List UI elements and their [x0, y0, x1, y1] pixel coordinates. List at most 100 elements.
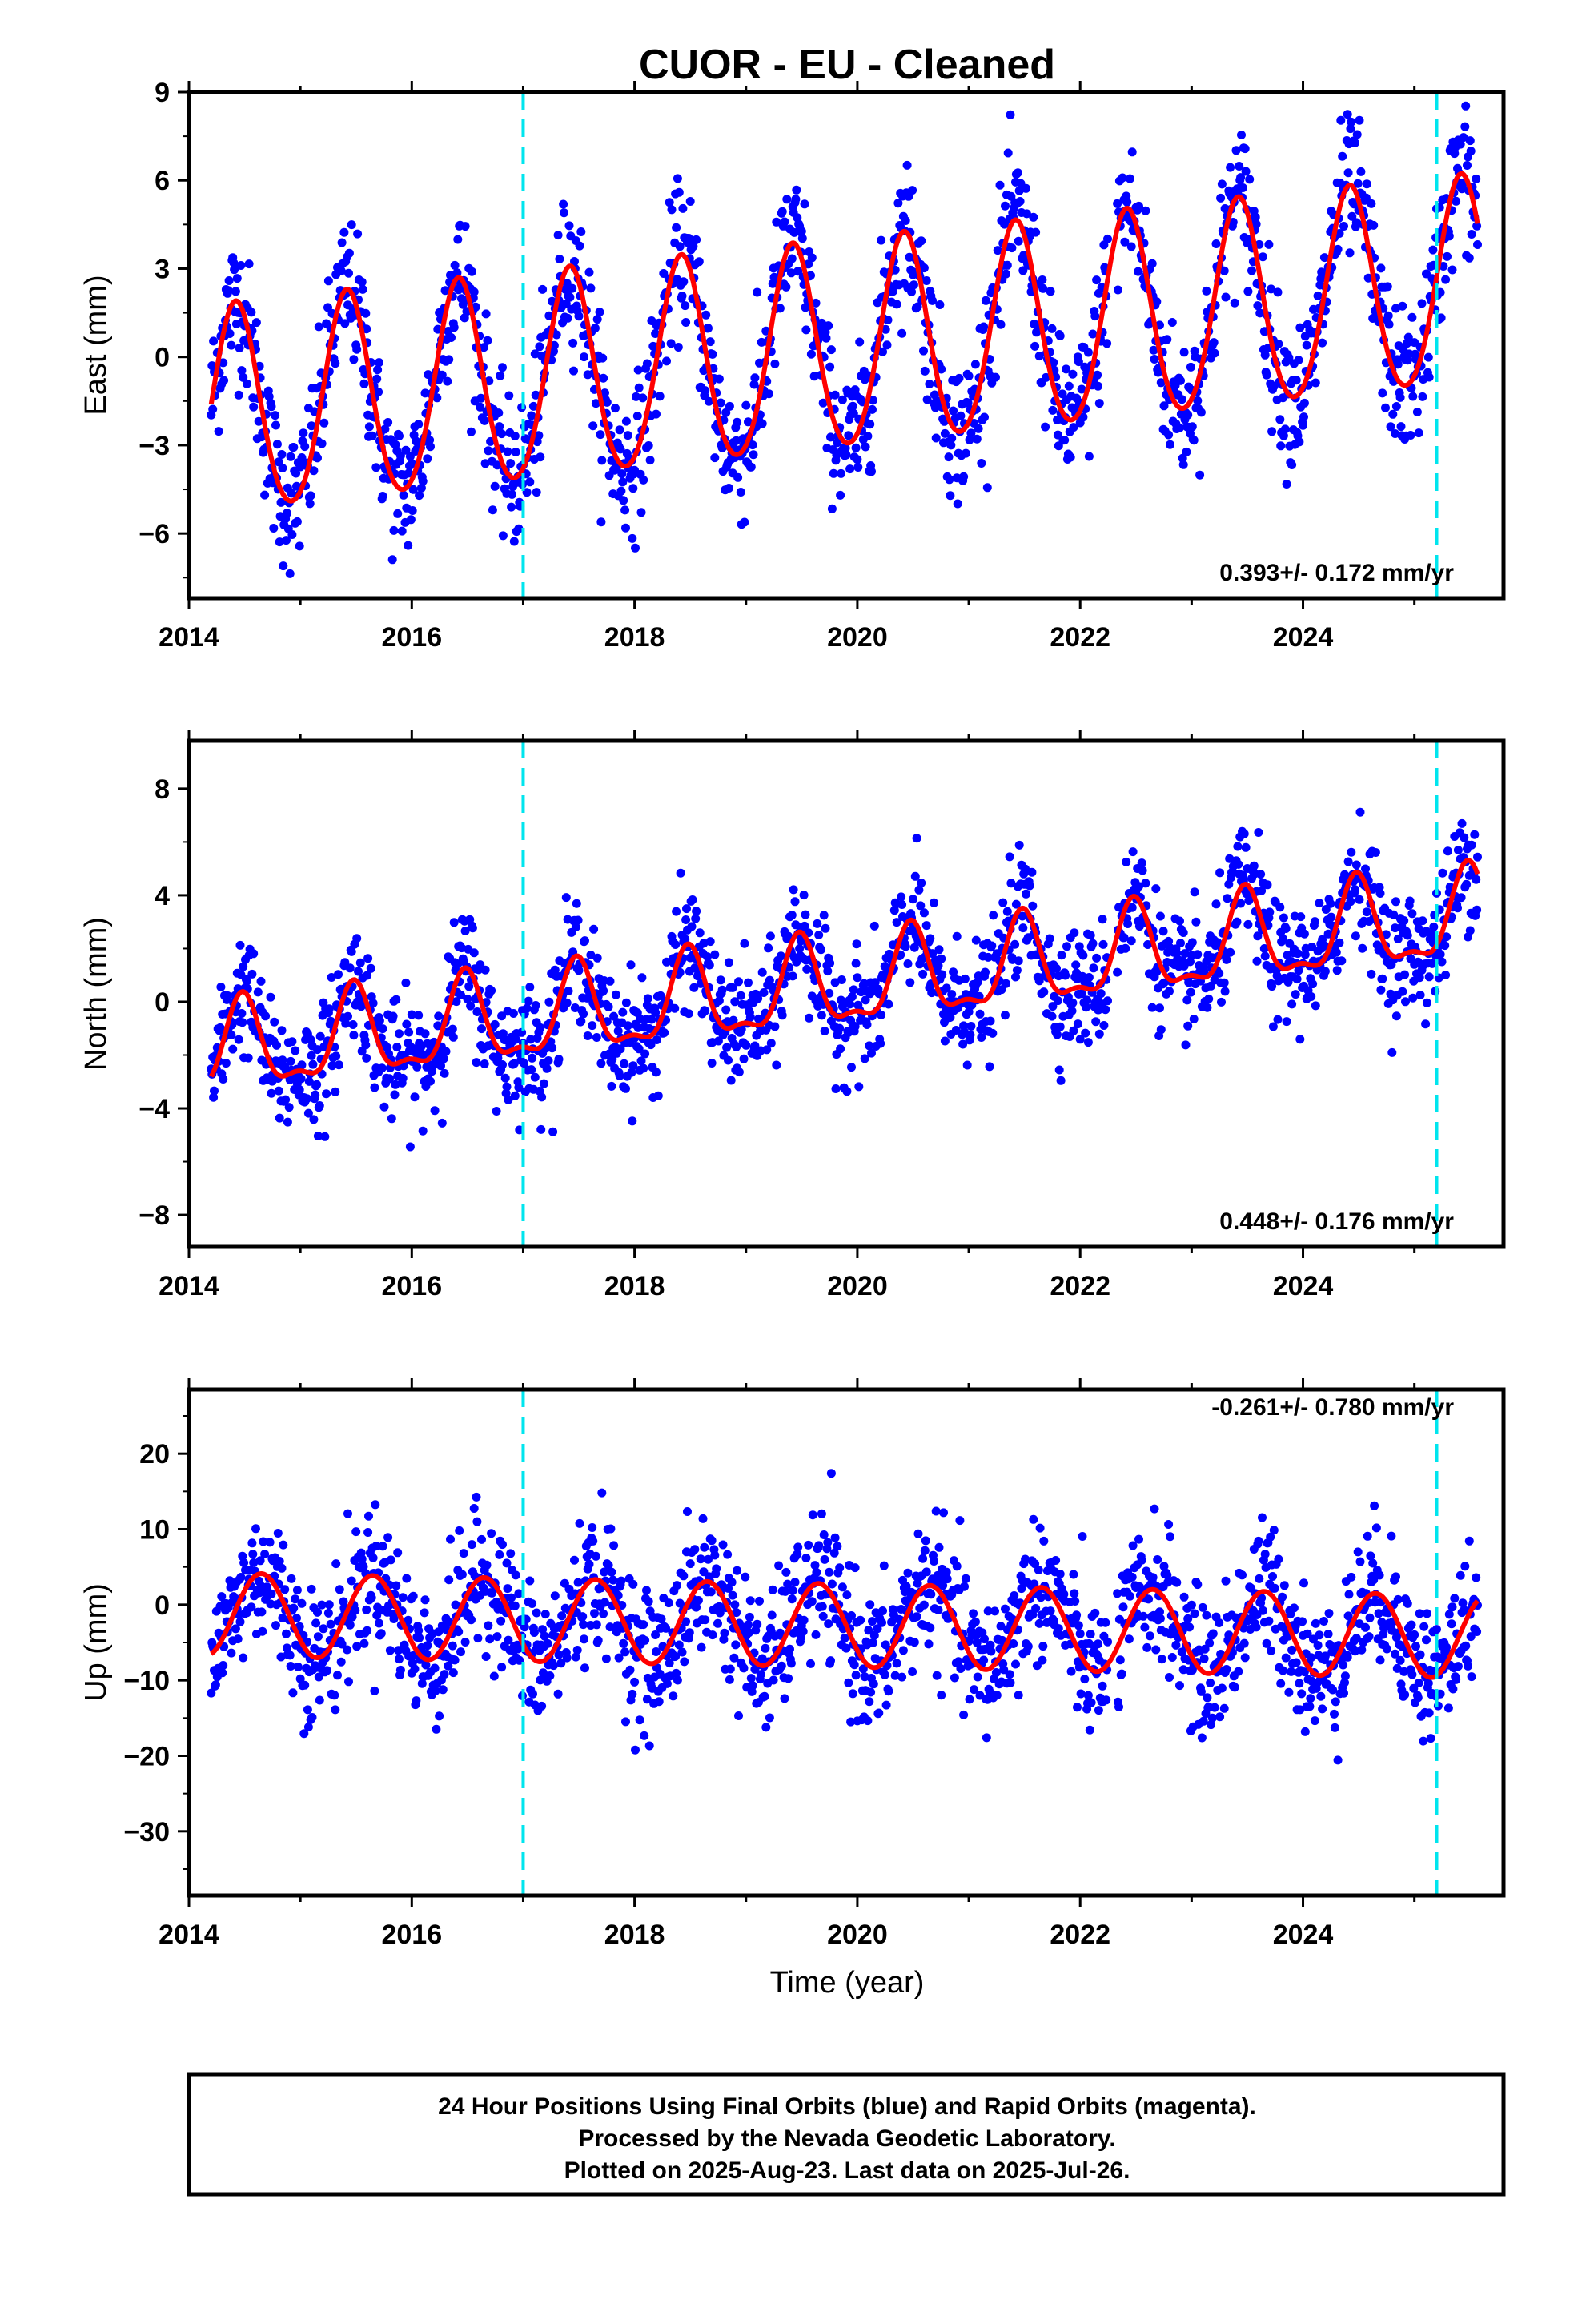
north-data-point [1056, 1076, 1066, 1085]
east-data-point [423, 454, 432, 464]
east-data-point [1084, 452, 1094, 461]
north-data-point [764, 943, 773, 953]
up-data-point [420, 1595, 430, 1605]
up-data-point [725, 1675, 734, 1684]
north-data-point [825, 988, 834, 998]
east-data-point [849, 408, 858, 418]
up-data-point [656, 1614, 666, 1624]
north-data-point [1355, 807, 1365, 817]
north-x-tick-label: 2018 [604, 1271, 665, 1301]
east-data-point [824, 321, 833, 331]
up-data-point [683, 1507, 692, 1516]
east-data-point [710, 453, 720, 463]
up-data-point [289, 1603, 299, 1613]
up-data-point [414, 1626, 424, 1635]
up-data-point [359, 1638, 369, 1648]
north-data-point [391, 995, 401, 1004]
north-data-point [1006, 879, 1016, 888]
up-data-point [768, 1585, 777, 1594]
up-data-point [326, 1619, 335, 1629]
up-data-point [331, 1559, 341, 1569]
north-data-point [1001, 1011, 1010, 1020]
east-data-point [1015, 197, 1025, 206]
up-data-point [537, 1701, 547, 1711]
north-data-point [256, 976, 266, 986]
up-data-point [469, 1504, 479, 1513]
east-data-point [380, 424, 390, 434]
east-data-point [401, 445, 411, 455]
up-data-point [970, 1685, 979, 1695]
north-data-point [1045, 934, 1054, 943]
east-data-point [596, 430, 605, 440]
north-data-point [1440, 941, 1450, 951]
north-data-point [1155, 911, 1165, 921]
up-data-point [258, 1626, 267, 1636]
north-data-point [730, 997, 740, 1007]
east-data-point [1299, 420, 1307, 430]
east-data-point [602, 397, 612, 407]
east-data-point [300, 442, 310, 452]
north-data-point [522, 1003, 532, 1013]
north-data-point [270, 1017, 279, 1027]
up-data-point [315, 1695, 324, 1705]
east-data-point [1029, 212, 1038, 222]
north-data-point [472, 1058, 481, 1068]
up-data-point [337, 1639, 347, 1649]
east-data-point [1041, 422, 1050, 432]
east-data-point [1418, 392, 1427, 401]
north-data-point [531, 1001, 540, 1010]
east-data-point [1034, 352, 1044, 361]
up-data-point [679, 1571, 689, 1581]
up-data-point [1127, 1572, 1137, 1582]
up-data-point [628, 1689, 637, 1699]
up-data-point [799, 1615, 809, 1625]
up-data-point [1215, 1618, 1224, 1627]
north-data-point [988, 1028, 998, 1038]
up-data-point [662, 1679, 672, 1688]
north-data-point [766, 1039, 776, 1048]
up-data-point [481, 1652, 491, 1661]
up-data-point [874, 1708, 884, 1718]
up-data-point [903, 1568, 913, 1578]
up-data-point [273, 1529, 283, 1538]
north-data-point [1429, 922, 1439, 931]
up-data-point [539, 1668, 548, 1678]
east-data-point [1294, 356, 1303, 365]
north-data-point [966, 1030, 975, 1039]
up-data-point [502, 1558, 512, 1568]
east-data-point [364, 422, 374, 432]
up-data-point [955, 1516, 965, 1526]
east-data-point [620, 505, 630, 515]
north-data-point [621, 1084, 630, 1093]
up-data-point [669, 1691, 678, 1701]
north-data-point [275, 1113, 284, 1123]
east-data-point [618, 477, 628, 487]
east-data-point [1291, 376, 1301, 385]
north-data-point [490, 1019, 500, 1029]
east-data-point [673, 174, 682, 183]
up-data-point [588, 1536, 598, 1546]
north-data-point [1002, 907, 1012, 916]
east-data-point [777, 207, 787, 216]
up-data-point [600, 1598, 609, 1607]
east-data-point [447, 333, 456, 342]
up-data-point [644, 1597, 653, 1606]
east-data-point [498, 363, 507, 372]
east-data-point [340, 319, 350, 328]
up-data-point [931, 1506, 941, 1516]
east-data-point [510, 432, 520, 440]
north-data-point [1294, 966, 1303, 975]
up-data-point [455, 1526, 464, 1535]
up-data-point [265, 1538, 275, 1547]
up-data-point [1276, 1679, 1286, 1688]
up-data-point [865, 1697, 874, 1707]
east-data-point [279, 561, 288, 571]
east-data-point [484, 446, 493, 456]
north-data-point [526, 1035, 536, 1044]
up-data-point [333, 1671, 342, 1680]
north-data-point [331, 1051, 341, 1061]
east-data-point [481, 309, 491, 319]
up-data-point [877, 1618, 886, 1627]
